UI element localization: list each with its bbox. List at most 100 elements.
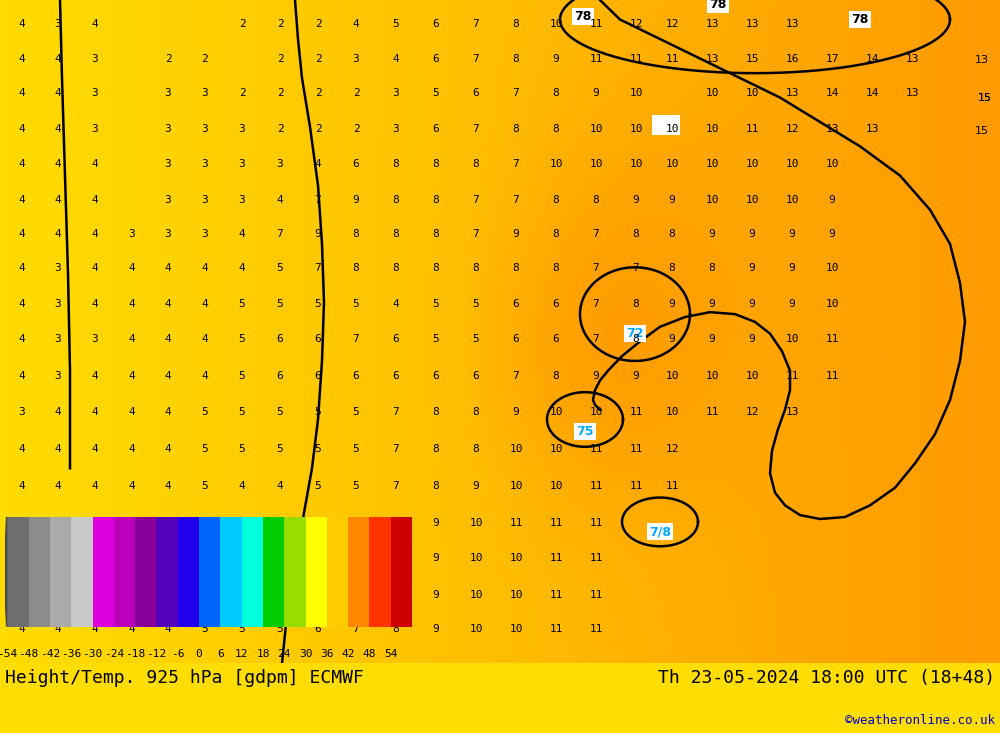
Text: 4: 4 <box>19 263 25 273</box>
Text: 6: 6 <box>277 334 283 345</box>
Text: 4: 4 <box>129 518 135 528</box>
Text: 5: 5 <box>353 481 359 491</box>
Text: 5: 5 <box>353 407 359 416</box>
Text: 5: 5 <box>277 553 283 563</box>
Text: 11: 11 <box>705 407 719 416</box>
Text: 5: 5 <box>277 443 283 454</box>
Text: 5: 5 <box>315 590 321 600</box>
Text: 15: 15 <box>975 126 989 136</box>
Text: 11: 11 <box>549 553 563 563</box>
Text: 8: 8 <box>709 263 715 273</box>
Text: 8: 8 <box>553 263 559 273</box>
Text: 10: 10 <box>549 443 563 454</box>
Bar <box>348 517 369 627</box>
Text: 2: 2 <box>277 124 283 133</box>
Text: 5: 5 <box>202 553 208 563</box>
Text: 9: 9 <box>433 553 439 563</box>
Text: 8: 8 <box>393 625 399 634</box>
Text: 10: 10 <box>549 481 563 491</box>
Text: 9: 9 <box>553 54 559 64</box>
Bar <box>263 517 284 627</box>
Text: 7: 7 <box>473 19 479 29</box>
Text: 5: 5 <box>277 263 283 273</box>
Text: 7/8: 7/8 <box>649 525 671 538</box>
Text: 8: 8 <box>553 371 559 380</box>
Text: 8: 8 <box>353 229 359 239</box>
Text: 4: 4 <box>92 407 98 416</box>
Text: 4: 4 <box>19 19 25 29</box>
Text: 5: 5 <box>433 334 439 345</box>
Text: 4: 4 <box>165 299 171 309</box>
Text: 13: 13 <box>865 124 879 133</box>
Text: 8: 8 <box>553 124 559 133</box>
Text: 3: 3 <box>239 195 245 205</box>
Text: 7: 7 <box>593 334 599 345</box>
Text: 5: 5 <box>239 625 245 634</box>
Text: 4: 4 <box>55 195 61 205</box>
Text: 4: 4 <box>55 553 61 563</box>
Text: 3: 3 <box>277 159 283 169</box>
Text: 5: 5 <box>277 518 283 528</box>
Text: 17: 17 <box>825 54 839 64</box>
Text: 4: 4 <box>19 518 25 528</box>
Text: 8: 8 <box>513 124 519 133</box>
Text: 7: 7 <box>513 88 519 97</box>
Bar <box>178 517 199 627</box>
Text: 10: 10 <box>705 195 719 205</box>
Text: 4: 4 <box>19 625 25 634</box>
Text: 5: 5 <box>239 334 245 345</box>
Text: 7: 7 <box>353 334 359 345</box>
Text: 7: 7 <box>593 229 599 239</box>
Text: 5: 5 <box>315 443 321 454</box>
Text: 8: 8 <box>393 159 399 169</box>
Text: 8: 8 <box>393 263 399 273</box>
Text: 10: 10 <box>629 159 643 169</box>
Text: 2: 2 <box>353 124 359 133</box>
Text: 9: 9 <box>593 88 599 97</box>
Text: 78: 78 <box>709 0 727 12</box>
Bar <box>135 517 156 627</box>
Text: 10: 10 <box>745 195 759 205</box>
Text: 4: 4 <box>92 299 98 309</box>
Text: 3: 3 <box>393 88 399 97</box>
Text: 11: 11 <box>589 518 603 528</box>
Text: 9: 9 <box>513 229 519 239</box>
Bar <box>199 517 220 627</box>
Text: 6: 6 <box>217 649 224 659</box>
Text: 5: 5 <box>202 407 208 416</box>
Text: 10: 10 <box>549 407 563 416</box>
Text: 4: 4 <box>92 518 98 528</box>
Text: 3: 3 <box>55 299 61 309</box>
Text: 8: 8 <box>553 229 559 239</box>
Text: 5: 5 <box>473 299 479 309</box>
Text: 9: 9 <box>473 481 479 491</box>
Text: 8: 8 <box>393 195 399 205</box>
Text: 11: 11 <box>665 54 679 64</box>
Text: 4: 4 <box>239 590 245 600</box>
Text: 11: 11 <box>825 334 839 345</box>
Text: 11: 11 <box>825 371 839 380</box>
Text: 8: 8 <box>393 590 399 600</box>
Text: 4: 4 <box>393 299 399 309</box>
Text: 4: 4 <box>92 481 98 491</box>
Text: 9: 9 <box>669 334 675 345</box>
Text: 16: 16 <box>785 54 799 64</box>
Text: 6: 6 <box>315 334 321 345</box>
Text: 5: 5 <box>202 518 208 528</box>
Bar <box>284 517 306 627</box>
Text: 8: 8 <box>669 263 675 273</box>
Bar <box>156 517 178 627</box>
Bar <box>391 517 412 627</box>
Text: 2: 2 <box>277 88 283 97</box>
Text: 3: 3 <box>239 159 245 169</box>
Text: 13: 13 <box>975 56 989 65</box>
Text: 14: 14 <box>865 54 879 64</box>
Text: 5: 5 <box>277 590 283 600</box>
Text: 5: 5 <box>315 518 321 528</box>
Text: -18: -18 <box>125 649 145 659</box>
Text: 10: 10 <box>469 518 483 528</box>
Text: 7: 7 <box>393 481 399 491</box>
Text: 4: 4 <box>55 54 61 64</box>
Text: 4: 4 <box>55 443 61 454</box>
Text: 10: 10 <box>705 88 719 97</box>
